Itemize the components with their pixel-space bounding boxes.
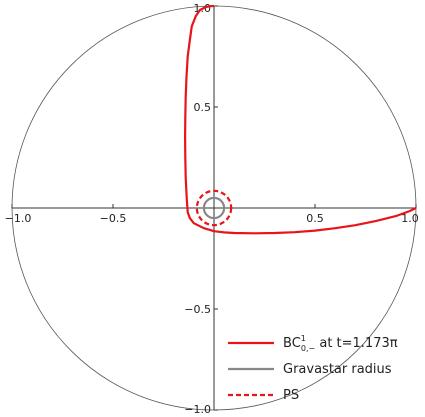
x-tick-label: 0.5 bbox=[306, 212, 324, 225]
gravastar-radius-circle bbox=[202, 196, 226, 220]
x-tick-label: −1.0 bbox=[5, 212, 32, 225]
axis-tick-labels: −1.0 −0.5 0.5 1.0−1.0−0.50.51.0 bbox=[5, 2, 419, 416]
y-tick-label: 0.5 bbox=[194, 101, 212, 114]
legend-label-bc: BC1 0,− at t=1.173π bbox=[283, 334, 398, 353]
x-tick-label: 1.0 bbox=[401, 212, 419, 225]
legend-bc-main: BC bbox=[283, 336, 301, 351]
legend-bc-sup: 1 bbox=[301, 334, 306, 343]
x-tick-label: −0.5 bbox=[100, 212, 127, 225]
axis-ticks bbox=[11, 5, 417, 411]
y-tick-label: −0.5 bbox=[184, 303, 211, 316]
legend-bc-sub: 0,− bbox=[301, 344, 315, 353]
legend-label-gravastar: Gravastar radius bbox=[283, 362, 392, 377]
legend-bc-rest: at t=1.173π bbox=[315, 336, 398, 351]
legend: BC1 0,− at t=1.173π Gravastar radius PS bbox=[228, 334, 398, 403]
photon-sphere-circle bbox=[195, 189, 233, 227]
trajectory-line bbox=[184, 4, 417, 235]
legend-label-ps: PS bbox=[283, 388, 299, 403]
y-tick-label: −1.0 bbox=[184, 403, 211, 416]
